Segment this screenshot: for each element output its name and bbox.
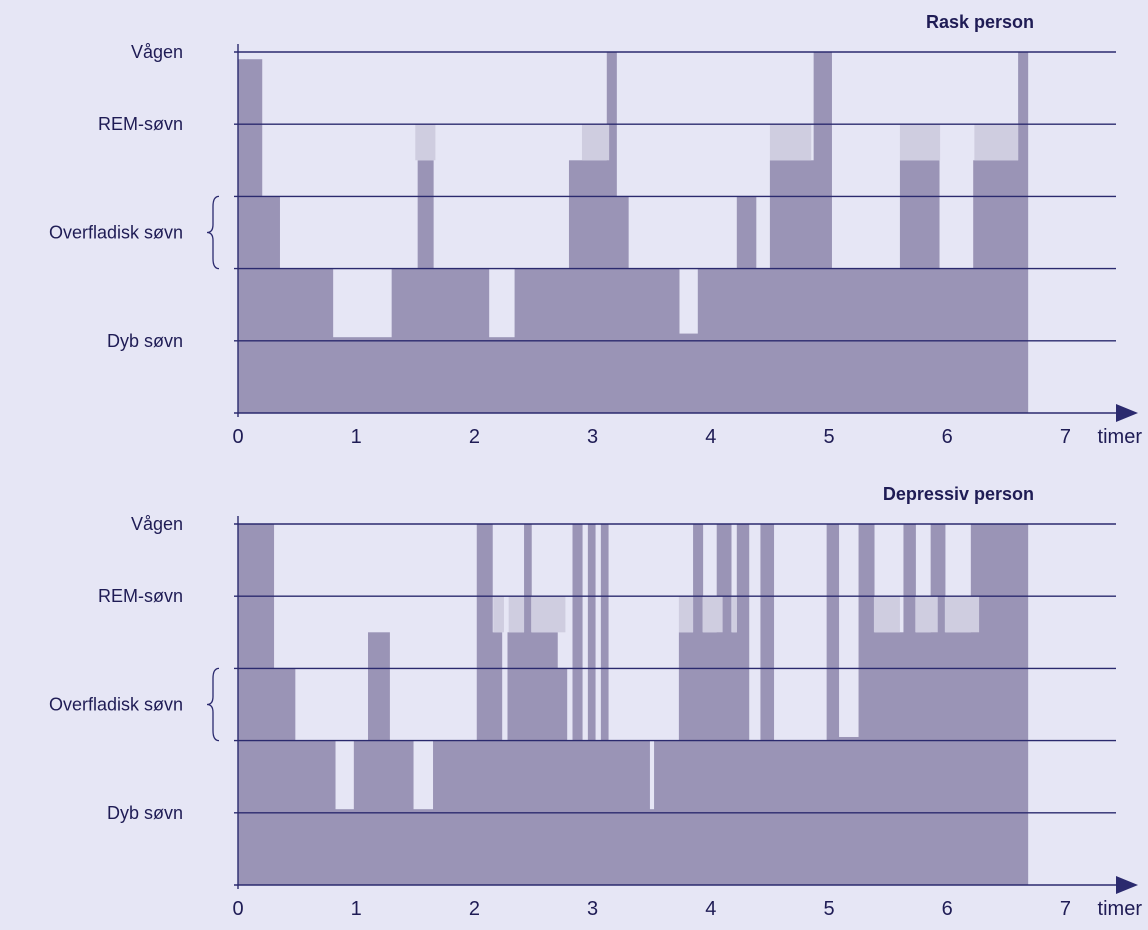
rem-block xyxy=(974,124,1019,161)
rem-block xyxy=(769,124,812,161)
sleep-stage-bar xyxy=(903,524,916,885)
x-tick-label: 6 xyxy=(942,898,953,920)
sleep-stage-bar xyxy=(760,524,775,885)
sleep-stage-bar xyxy=(488,337,516,413)
sleep-stage-bar xyxy=(769,160,815,413)
sleep-stage-bar xyxy=(368,632,390,885)
chart-title: Depressiv person xyxy=(883,484,1034,504)
sleep-stage-bar xyxy=(678,333,699,413)
chart-title: Rask person xyxy=(926,12,1034,32)
x-tick-label: 7 xyxy=(1060,426,1071,448)
sleep-stage-bar xyxy=(332,337,393,413)
sleep-stage-bar xyxy=(492,632,503,885)
sleep-stage-bar xyxy=(858,524,875,885)
x-tick-label: 1 xyxy=(351,898,362,920)
sleep-stage-bar xyxy=(930,524,946,885)
x-axis-unit: timer xyxy=(1098,898,1143,920)
sleep-stage-bar xyxy=(273,668,296,885)
sleep-stage-bar xyxy=(838,736,860,885)
rem-block xyxy=(415,124,436,161)
y-level-label: Vågen xyxy=(131,42,183,62)
sleep-stage-bar xyxy=(873,632,905,885)
sleep-stage-bar xyxy=(568,160,583,413)
sleep-stage-bar xyxy=(507,632,525,885)
sleep-stage-bar xyxy=(899,160,940,413)
sleep-stage-bar xyxy=(238,524,275,885)
x-axis-arrow xyxy=(1116,876,1138,894)
x-tick-label: 6 xyxy=(942,426,953,448)
sleep-stage-bar xyxy=(826,524,840,885)
rem-block xyxy=(508,596,525,633)
sleep-stage-bar xyxy=(524,524,532,885)
x-tick-label: 3 xyxy=(587,426,598,448)
rem-block xyxy=(899,124,941,161)
x-tick-label: 7 xyxy=(1060,898,1071,920)
sleep-stage-bar xyxy=(531,632,558,885)
rem-block xyxy=(944,596,980,633)
x-tick-label: 5 xyxy=(823,898,834,920)
sleep-stage-bar xyxy=(581,160,608,413)
x-tick-label: 4 xyxy=(705,898,716,920)
overfladisk-brace xyxy=(206,667,220,742)
rem-block xyxy=(493,596,504,633)
sleep-stage-bar xyxy=(600,524,609,885)
x-axis-arrow xyxy=(1116,404,1138,422)
sleep-stage-bar xyxy=(716,524,732,885)
sleep-stage-bar xyxy=(1018,52,1029,413)
y-level-label: REM-søvn xyxy=(98,586,183,606)
sleep-stage-bar xyxy=(334,809,355,885)
sleep-stage-bar xyxy=(606,52,617,413)
sleep-stage-bar xyxy=(678,632,694,885)
x-tick-label: 2 xyxy=(469,898,480,920)
rem-block xyxy=(915,596,938,633)
sleep-stage-bar xyxy=(587,524,596,885)
sleep-stage-bar xyxy=(238,59,245,413)
rem-block xyxy=(531,596,566,633)
sleep-stage-bar xyxy=(730,632,738,885)
x-axis-unit: timer xyxy=(1098,426,1143,448)
y-level-label: REM-søvn xyxy=(98,114,183,134)
x-tick-label: 0 xyxy=(232,898,243,920)
sleep-stage-bar xyxy=(736,196,757,413)
sleep-stage-bar xyxy=(616,196,629,413)
sleep-stage-bar xyxy=(649,809,655,885)
rem-block xyxy=(581,124,610,161)
sleep-stage-bar xyxy=(417,160,434,413)
sleep-stage-bar xyxy=(970,524,1029,885)
y-level-label: Dyb søvn xyxy=(107,803,183,823)
x-tick-label: 0 xyxy=(232,426,243,448)
x-tick-label: 3 xyxy=(587,898,598,920)
chart-panel: 0 1 2 3 4 5 6 7 timer Vågen REM-søvn Overfladisk sø… xyxy=(49,484,1142,920)
overfladisk-brace xyxy=(206,195,220,270)
x-tick-label: 4 xyxy=(705,426,716,448)
x-tick-label: 5 xyxy=(823,426,834,448)
sleep-stage-bar xyxy=(476,524,493,885)
sleep-stage-bar xyxy=(693,524,704,885)
rem-block xyxy=(678,596,694,633)
sleep-stage-bar xyxy=(915,632,932,885)
chart-panel: 0 1 2 3 4 5 6 7 timer Vågen REM-søvn Overfladisk sø… xyxy=(49,12,1142,448)
sleep-stage-bar xyxy=(412,809,434,885)
sleep-stage-bar xyxy=(973,160,1019,413)
x-tick-label: 1 xyxy=(351,426,362,448)
sleep-stage-bar xyxy=(702,632,718,885)
rem-block xyxy=(702,596,723,633)
y-level-label: Overfladisk søvn xyxy=(49,695,183,715)
sleep-stage-bar xyxy=(557,668,568,885)
sleep-stage-bar xyxy=(261,196,280,413)
y-level-label: Overfladisk søvn xyxy=(49,223,183,243)
sleep-stage-bar xyxy=(736,524,750,885)
y-level-label: Dyb søvn xyxy=(107,331,183,351)
rem-block xyxy=(732,596,737,633)
sleep-stage-bar xyxy=(243,59,263,413)
sleep-stage-bar xyxy=(944,632,972,885)
x-tick-label: 2 xyxy=(469,426,480,448)
sleep-stage-bar xyxy=(572,524,583,885)
rem-block xyxy=(873,596,900,633)
y-level-label: Vågen xyxy=(131,514,183,534)
sleep-stage-bar xyxy=(813,52,832,413)
